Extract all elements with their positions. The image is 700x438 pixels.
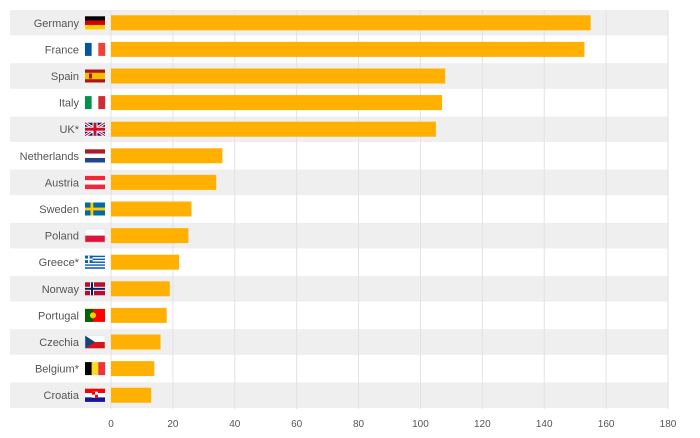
bars <box>111 15 591 403</box>
row-band <box>10 382 668 408</box>
sweden-flag-icon <box>85 202 105 216</box>
bar-portugal <box>111 307 167 323</box>
x-tick-label: 80 <box>353 419 365 430</box>
category-label: Belgium* <box>35 364 80 376</box>
x-tick-label: 0 <box>108 419 114 430</box>
bar-sweden <box>111 201 192 217</box>
category-label: Sweden <box>39 204 79 216</box>
belgium-flag-icon <box>85 362 106 376</box>
category-label: UK* <box>59 124 79 136</box>
category-label: Spain <box>51 71 79 83</box>
row-band <box>10 169 668 196</box>
croatia-flag-icon <box>85 388 105 402</box>
x-axis-ticks: 0 20 40 60 80 100 120 140 160 180 <box>108 419 677 430</box>
bar-croatia <box>111 387 152 403</box>
netherlands-flag-icon <box>85 149 105 163</box>
france-flag-icon <box>85 42 106 56</box>
category-label: Norway <box>42 284 80 296</box>
x-tick-label: 160 <box>598 419 615 430</box>
bar-france <box>111 41 585 57</box>
category-label: Italy <box>59 98 80 110</box>
norway-flag-icon <box>85 282 105 296</box>
row-band <box>10 276 668 302</box>
category-label: Czechia <box>39 337 80 349</box>
category-label: Greece* <box>39 257 80 269</box>
bar-germany <box>111 15 591 31</box>
x-tick-label: 40 <box>229 419 241 430</box>
category-label: Netherlands <box>20 151 80 163</box>
poland-flag-icon <box>84 228 106 243</box>
bar-belgium <box>111 361 155 377</box>
germany-flag-icon <box>85 16 105 30</box>
italy-flag-icon <box>85 96 106 110</box>
x-tick-label: 100 <box>412 419 429 430</box>
category-label: France <box>45 44 79 56</box>
bar-austria <box>111 174 217 190</box>
portugal-flag-icon <box>85 308 105 322</box>
bar-uk <box>111 121 436 137</box>
flags <box>84 16 106 402</box>
austria-flag-icon <box>85 175 105 190</box>
bar-norway <box>111 281 170 297</box>
x-tick-label: 20 <box>167 419 179 430</box>
category-label: Portugal <box>38 310 79 322</box>
category-label: Poland <box>45 231 79 243</box>
category-label: Austria <box>45 177 80 189</box>
x-tick-label: 140 <box>536 419 553 430</box>
category-labels: Germany France Spain Italy UK* Netherlands Aus… <box>20 18 80 402</box>
row-band <box>10 329 668 355</box>
bar-italy <box>111 95 443 111</box>
uk-flag-icon <box>84 121 106 137</box>
row-band <box>10 222 668 249</box>
category-label: Croatia <box>44 390 80 402</box>
x-tick-label: 180 <box>660 419 677 430</box>
czechia-flag-icon <box>84 335 106 349</box>
bar-netherlands <box>111 148 223 164</box>
bar-czechia <box>111 334 161 350</box>
bar-poland <box>111 228 189 244</box>
greece-flag-icon <box>85 255 105 269</box>
bar-spain <box>111 68 446 84</box>
x-tick-label: 120 <box>474 419 491 430</box>
bar-greece <box>111 254 180 270</box>
category-label: Germany <box>34 18 80 30</box>
x-tick-label: 60 <box>291 419 303 430</box>
spain-flag-icon <box>85 69 105 83</box>
